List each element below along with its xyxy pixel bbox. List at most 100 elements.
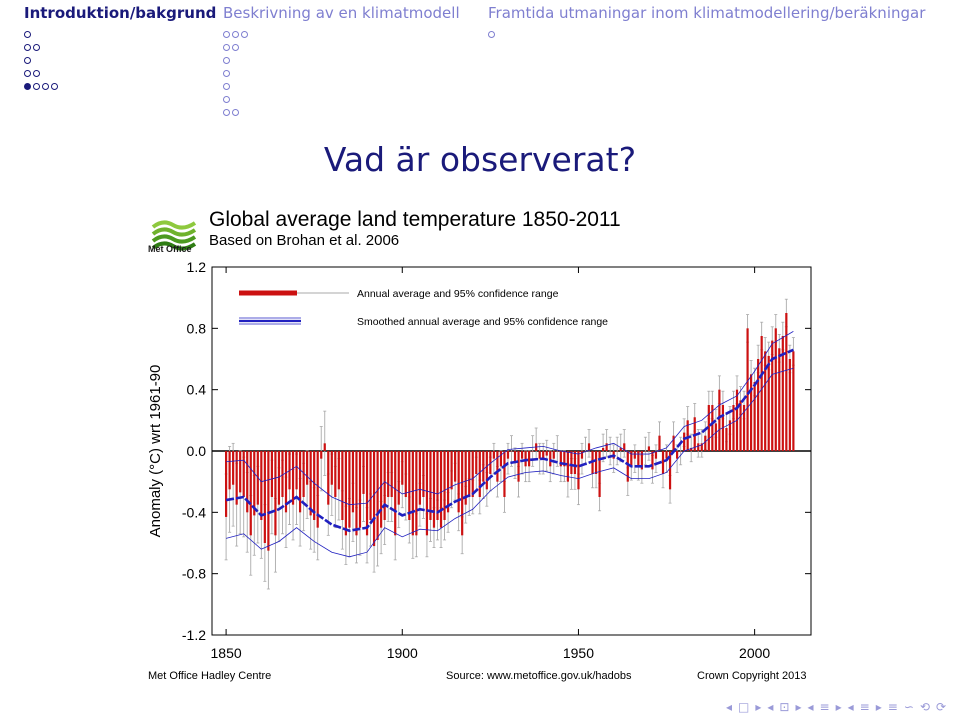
- annual-bar: [668, 451, 672, 490]
- frame-dot-icon[interactable]: [223, 83, 230, 90]
- beamer-navigation-symbols: ◂ □ ▸ ◂ ⊡ ▸ ◂ ≡ ▸ ◂ ≡ ▸ ≡ ∽ ⟲ ⟳: [726, 700, 946, 714]
- frame-dot-icon[interactable]: [232, 44, 239, 51]
- frame-dot-icon[interactable]: [33, 83, 40, 90]
- annual-bar: [658, 435, 661, 451]
- frame-dot-icon[interactable]: [232, 31, 239, 38]
- frame-dot-icon[interactable]: [223, 70, 230, 77]
- y-tick-label: 0.0: [187, 443, 207, 459]
- annual-bar: [464, 451, 467, 505]
- beamer-nav-symbol-1-icon[interactable]: □: [738, 700, 750, 714]
- frame-dot-icon[interactable]: [42, 83, 49, 90]
- annual-bar: [714, 423, 717, 451]
- annual-bar: [732, 405, 735, 451]
- annual-bar: [616, 451, 619, 452]
- chart-subtitle: Based on Brohan et al. 2006: [209, 232, 400, 249]
- frame-dot-icon[interactable]: [232, 109, 239, 116]
- annual-bar: [605, 443, 608, 451]
- frame-dot-icon[interactable]: [24, 57, 31, 64]
- frame-dot-icon[interactable]: [24, 44, 31, 51]
- annual-bar: [545, 451, 548, 456]
- annual-bar: [728, 420, 732, 451]
- frame-dot-icon[interactable]: [223, 44, 230, 51]
- nav-frame-row: [223, 80, 460, 93]
- beamer-nav-symbol-14-icon[interactable]: ⟲: [919, 700, 930, 714]
- annual-bar: [602, 447, 605, 451]
- beamer-nav-symbol-11-icon[interactable]: ▸: [875, 700, 882, 714]
- annual-bar: [355, 451, 358, 536]
- annual-bar: [408, 451, 411, 520]
- annual-bar: [619, 447, 622, 451]
- nav-frame-row: [223, 41, 460, 54]
- annual-bar: [358, 451, 362, 528]
- nav-section-title-introduction[interactable]: Introduktion/bakgrund: [24, 4, 217, 22]
- annual-bar: [323, 443, 326, 451]
- annual-bar: [609, 451, 612, 452]
- beamer-nav-symbol-5-icon[interactable]: ▸: [795, 700, 802, 714]
- annual-bar: [376, 451, 379, 540]
- annual-bar: [365, 451, 369, 536]
- frame-dot-icon[interactable]: [488, 31, 495, 38]
- nav-frame-row: [488, 28, 925, 41]
- frame-dot-icon[interactable]: [241, 31, 248, 38]
- annual-bar: [506, 451, 510, 459]
- annual-bar: [334, 451, 337, 497]
- frame-dot-icon[interactable]: [223, 109, 230, 116]
- annual-bar: [281, 451, 284, 497]
- frame-dot-icon[interactable]: [33, 70, 40, 77]
- beamer-nav-symbol-0-icon[interactable]: ◂: [725, 700, 732, 714]
- beamer-nav-symbol-2-icon[interactable]: ▸: [755, 700, 762, 714]
- nav-section-title-future-challenges[interactable]: Framtida utmaningar inom klimatmodelleri…: [488, 4, 926, 22]
- annual-bar: [757, 359, 760, 451]
- smoothed-line: [225, 348, 794, 533]
- annual-bar: [443, 451, 446, 520]
- annual-bar: [767, 355, 770, 451]
- beamer-nav-symbol-4-icon[interactable]: ⊡: [779, 700, 790, 714]
- annual-bar: [432, 451, 436, 528]
- annual-bar: [383, 451, 386, 520]
- frame-title: Vad är observerat?: [323, 140, 637, 179]
- annual-bar: [316, 451, 319, 528]
- chart-title: Global average land temperature 1850-201…: [209, 208, 621, 231]
- beamer-nav-symbol-8-icon[interactable]: ▸: [835, 700, 842, 714]
- beamer-nav-symbol-9-icon[interactable]: ◂: [847, 700, 854, 714]
- annual-bar: [640, 451, 643, 470]
- beamer-nav-symbol-7-icon[interactable]: ≡: [819, 700, 830, 714]
- annual-bar: [686, 420, 689, 451]
- annual-bar: [267, 451, 270, 551]
- annual-bar: [524, 451, 527, 467]
- annual-bar: [711, 405, 714, 451]
- frame-dot-icon[interactable]: [24, 70, 31, 77]
- frame-dot-icon[interactable]: [33, 44, 40, 51]
- frame-dot-icon[interactable]: [51, 83, 58, 90]
- annual-bar: [309, 451, 312, 516]
- annual-bar: [380, 451, 383, 528]
- annual-bar: [594, 451, 598, 474]
- frame-dot-icon[interactable]: [223, 31, 230, 38]
- annual-bar: [718, 389, 721, 451]
- beamer-nav-symbol-10-icon[interactable]: ≡: [859, 700, 870, 714]
- annual-bar: [637, 451, 640, 467]
- annual-bar: [587, 443, 591, 451]
- annual-bar: [672, 435, 675, 451]
- annual-bar: [242, 451, 245, 497]
- frame-dot-icon[interactable]: [223, 57, 230, 64]
- annual-bar: [690, 447, 693, 451]
- annual-bar: [556, 451, 559, 452]
- beamer-nav-symbol-3-icon[interactable]: ◂: [767, 700, 774, 714]
- frame-dot-icon[interactable]: [24, 31, 31, 38]
- beamer-nav-symbol-6-icon[interactable]: ◂: [807, 700, 814, 714]
- current-frame-dot-icon[interactable]: [24, 83, 31, 90]
- nav-section-title-climate-model[interactable]: Beskrivning av en klimatmodell: [223, 4, 460, 22]
- beamer-nav-symbol-12-icon[interactable]: ≡: [887, 700, 898, 714]
- y-tick-label: 0.4: [187, 382, 207, 398]
- frame-dot-icon[interactable]: [223, 96, 230, 103]
- annual-bar: [697, 443, 700, 451]
- annual-bar: [390, 451, 393, 497]
- annual-bar: [559, 451, 562, 467]
- beamer-nav-symbol-15-icon[interactable]: ⟳: [935, 700, 946, 714]
- beamer-nav-symbol-13-icon[interactable]: ∽: [903, 700, 914, 714]
- annual-bar: [372, 451, 376, 547]
- annual-bar: [263, 451, 266, 543]
- nav-section-introduction: Introduktion/bakgrund: [24, 4, 216, 93]
- annual-bar: [401, 451, 404, 485]
